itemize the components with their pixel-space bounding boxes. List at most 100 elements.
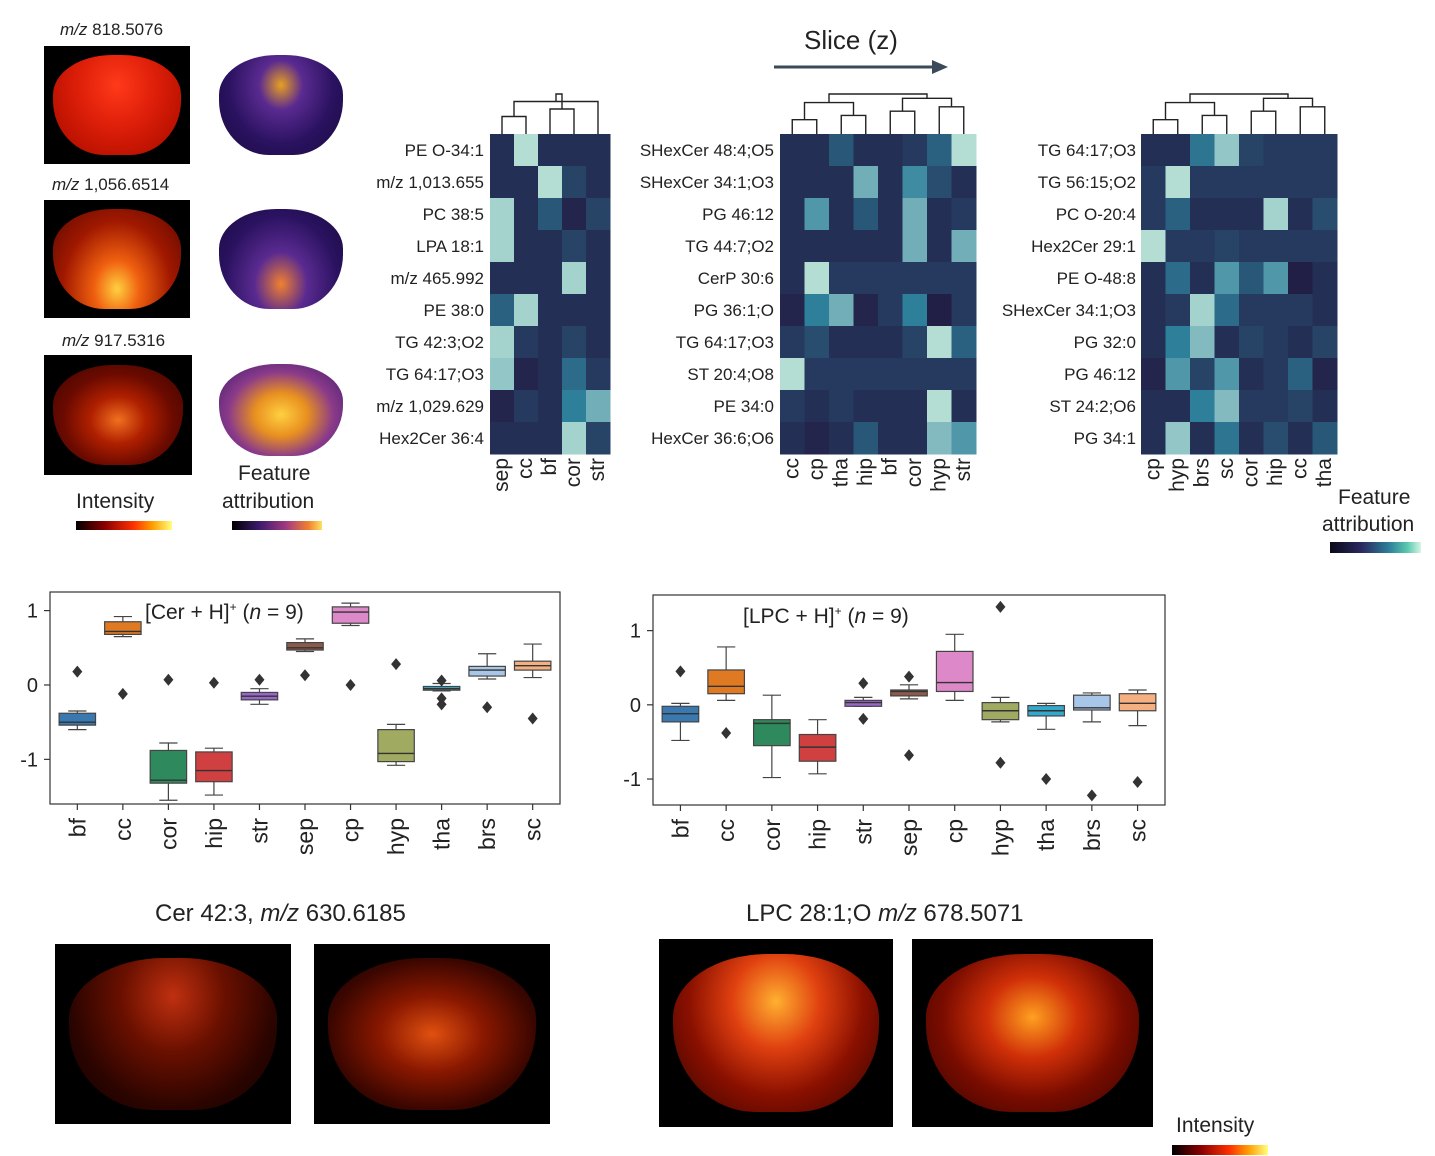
x-tick-label: cp [942, 819, 968, 843]
lpc-image-2 [912, 939, 1153, 1127]
row-label: PG 46:12 [1064, 365, 1136, 384]
mz-italic: m/z [60, 20, 88, 39]
heatmap-cell [1263, 358, 1289, 391]
box-hip [195, 751, 233, 783]
heatmap-cell [1239, 230, 1264, 263]
heatmap-cell [951, 422, 977, 455]
y-tick-label: -1 [623, 769, 641, 791]
x-tick-label: brs [1079, 819, 1105, 851]
heatmap-cell [853, 358, 879, 391]
heatmap-cell [780, 326, 805, 359]
outlier [1086, 789, 1097, 802]
heatmap-cell [1165, 358, 1191, 391]
heatmap-cell [780, 422, 805, 455]
heatmap-cell [927, 262, 952, 295]
heatmap-cell [490, 294, 515, 327]
heatmap-cell [902, 326, 928, 359]
column-label: cc [514, 458, 537, 479]
heatmap-cell [780, 166, 805, 199]
dendrogram-branch [889, 110, 916, 134]
bottom-intensity-colorbar [1172, 1145, 1268, 1155]
outlier [1041, 773, 1052, 786]
heatmap-cell [902, 422, 928, 455]
heatmap-cell [878, 422, 903, 455]
row-label: PG 34:1 [1074, 429, 1136, 448]
heatmap-cell [1141, 134, 1166, 167]
heatmap-cell [1239, 134, 1264, 167]
dendrogram-branch [840, 114, 867, 134]
heatmap-cell [514, 134, 539, 167]
title-n-post: = 9) [267, 601, 304, 624]
bottom-intensity-label: Intensity [1176, 1114, 1255, 1137]
heatmap-cell [927, 230, 952, 263]
outlier [436, 698, 447, 711]
heatmap-cell [586, 358, 611, 391]
outlier [858, 677, 869, 690]
mz-value: 917.5316 [94, 331, 166, 350]
heatmap-cell [1239, 422, 1264, 455]
x-tick-label: bf [64, 817, 90, 837]
x-tick-label: str [246, 818, 272, 844]
column-label: hyp [1166, 458, 1189, 492]
x-tick-label: cp [338, 818, 364, 842]
row-label: TG 56:15;O2 [1038, 173, 1136, 192]
outlier [721, 727, 732, 740]
title-prefix: LPC 28:1;O [746, 900, 872, 927]
intensity-label: Intensity [76, 490, 155, 513]
mz-label-3: m/z 917.5316 [62, 331, 165, 351]
heatmap-cell [878, 230, 903, 263]
outlier [436, 674, 447, 687]
row-label: PE O-34:1 [405, 141, 484, 160]
box-plot-lpc: 1 0 -1 bf cc cor hip str sep cp hyp tha brs sc [623, 594, 1166, 856]
title-prefix: Cer 42:3, [155, 900, 254, 927]
y-tick-label: 1 [630, 621, 641, 643]
heatmap-cell [902, 358, 928, 391]
heatmap-cell [1312, 358, 1338, 391]
y-tick-label: -1 [20, 749, 38, 771]
heatmap-cell [562, 326, 587, 359]
title-n-post: = 9) [872, 605, 909, 628]
outlier [117, 687, 128, 700]
heatmap-cell [1239, 262, 1264, 295]
heatmap-cell [829, 166, 854, 199]
row-label: LPA 18:1 [416, 237, 484, 256]
row-label: PC O-20:4 [1056, 205, 1136, 224]
row-label: SHexCer 34:1;O3 [1002, 301, 1136, 320]
intensity-image-2 [44, 200, 190, 318]
column-label: cp [1141, 458, 1164, 480]
box-plot-cer: 1 0 -1 bf cc cor hip str sep cp hyp tha brs sc [20, 591, 561, 855]
x-tick-label: bf [667, 818, 693, 838]
row-label: Hex2Cer 29:1 [1031, 237, 1136, 256]
dendrogram-branch [1189, 93, 1289, 103]
dendrogram-branch [1299, 106, 1326, 134]
heatmap-cell [562, 230, 587, 263]
heatmap-cell [586, 294, 611, 327]
x-tick-label: hyp [987, 819, 1013, 856]
heatmap-cell [853, 262, 879, 295]
heatmap-cell [927, 134, 952, 167]
heatmap-cell [586, 134, 611, 167]
column-label: cor [1239, 458, 1262, 487]
row-label: TG 64:17;O3 [676, 333, 774, 352]
lpc-image-1 [659, 939, 893, 1127]
dendrogram-branch [501, 115, 527, 134]
dendrogram-branch [1164, 101, 1216, 120]
heatmap-cell [853, 198, 879, 231]
heatmap-cell [829, 134, 854, 167]
heatmap-cell [1239, 198, 1264, 231]
column-label: bf [538, 458, 561, 476]
heatmap-cell [538, 358, 563, 391]
heatmap-cell [1288, 230, 1313, 263]
heatmap-cell [562, 422, 587, 455]
heatmap-cell [1190, 390, 1215, 423]
heatmap-cell [1141, 390, 1166, 423]
heatmap-cell [562, 198, 587, 231]
row-label: TG 44:7;O2 [685, 237, 774, 256]
heatmap-cell [804, 262, 830, 295]
row-label: HexCer 36:6;O6 [651, 429, 774, 448]
slice-label: Slice (z) [804, 25, 898, 55]
heatmap-cell [829, 230, 854, 263]
heatmap-cell [853, 230, 879, 263]
title-n-pre: ( [242, 601, 250, 624]
heatmap-cell [586, 390, 611, 423]
